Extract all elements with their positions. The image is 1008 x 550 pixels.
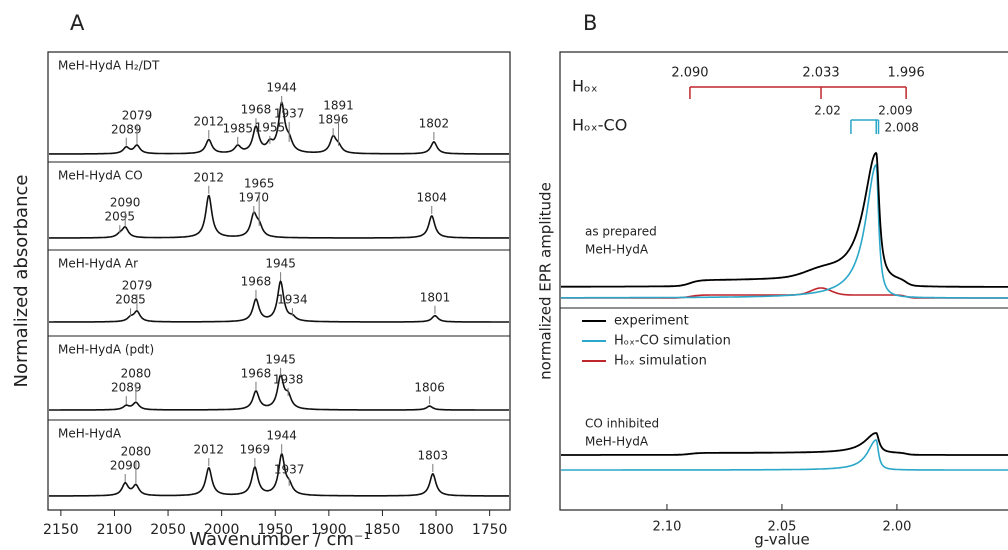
peak-label: 1945	[265, 257, 296, 271]
epr-trace	[561, 287, 1008, 299]
panel-label: A	[70, 11, 85, 35]
peak-label: 1934	[277, 293, 308, 307]
peak-label: 2080	[121, 445, 152, 459]
peak-label: 2089	[111, 381, 142, 395]
peak-label: 1969	[240, 443, 271, 457]
legend-label: experiment	[614, 314, 689, 329]
legend-label: Hₒₓ-CO simulation	[614, 334, 731, 349]
spectrum-trace	[49, 453, 509, 497]
panel-label: B	[583, 11, 597, 35]
x-tick-label: 2100	[97, 522, 133, 538]
epr-trace	[561, 439, 1008, 471]
peak-label: 2012	[194, 115, 225, 129]
peak-label: 1896	[318, 113, 349, 127]
x-tick-label: 1900	[311, 522, 347, 538]
annotation: MeH-HydA	[585, 435, 649, 449]
marker-label: 2.033	[802, 66, 839, 81]
panel-b-frame	[559, 51, 1008, 511]
marker-label: 2.090	[671, 66, 708, 81]
spectrum-name: MeH-HydA H₂/DT	[58, 59, 160, 73]
peak-label: 1944	[266, 81, 297, 95]
spectrum-trace	[49, 101, 509, 155]
annotation: as prepared	[585, 225, 657, 239]
peak-label: 1804	[416, 190, 447, 204]
x-tick-label: 2.10	[652, 520, 681, 535]
peak-label: 2090	[110, 459, 141, 473]
marker-name: Hₒₓ-CO	[572, 116, 627, 135]
peak-label: 1801	[420, 290, 451, 304]
peak-label: 2085	[115, 293, 146, 307]
peak-label: 1965	[244, 176, 275, 190]
spectrum-trace	[49, 280, 509, 323]
x-tick-label: 1800	[418, 522, 454, 538]
panel-a-frame	[47, 51, 511, 511]
x-tick-label: 1850	[365, 522, 401, 538]
peak-label: 2079	[122, 108, 153, 122]
marker-label: 2.008	[885, 121, 919, 135]
x-axis-label: g-value	[754, 531, 810, 549]
x-axis-label: Wavenumber / cm⁻¹	[189, 529, 370, 550]
spectrum-name: MeH-HydA CO	[58, 169, 143, 183]
legend-label: Hₒₓ simulation	[614, 354, 707, 369]
x-tick-label: 2.05	[767, 520, 796, 535]
peak-label: 1968	[241, 103, 272, 117]
peak-label: 1968	[241, 274, 272, 288]
epr-trace	[561, 432, 1008, 456]
marker-label: 1.996	[888, 66, 925, 81]
x-tick-label: 2050	[150, 522, 186, 538]
x-tick-label: 2.00	[882, 520, 911, 535]
x-tick-label: 2000	[204, 522, 240, 538]
peak-label: 1968	[241, 366, 272, 380]
annotation: MeH-HydA	[585, 243, 649, 257]
peak-label: 2012	[194, 170, 225, 184]
x-tick-label: 1950	[257, 522, 293, 538]
peak-label: 2080	[121, 367, 152, 381]
spectrum-name: MeH-HydA	[58, 427, 122, 441]
peak-label: 2012	[194, 443, 225, 457]
peak-label: 1945	[265, 352, 296, 366]
spectrum-trace	[49, 194, 509, 239]
annotation: CO inhibited	[585, 417, 659, 431]
peak-label: 1944	[266, 429, 297, 443]
peak-label: 2089	[111, 122, 142, 136]
x-tick-label: 2150	[43, 522, 79, 538]
y-axis-label: Normalized absorbance	[11, 175, 32, 388]
epr-trace	[561, 151, 1008, 288]
spectrum-name: MeH-HydA (pdt)	[58, 343, 154, 357]
peak-label: 1806	[414, 381, 445, 395]
peak-label: 1970	[239, 190, 270, 204]
marker-label: 2.02	[814, 104, 841, 118]
y-axis-label: normalized EPR amplitude	[537, 182, 555, 380]
spectrum-trace	[49, 374, 509, 411]
marker-name: Hₒₓ	[572, 77, 598, 96]
peak-label: 1938	[273, 373, 304, 387]
peak-label: 2090	[110, 196, 141, 210]
peak-label: 1802	[419, 117, 450, 131]
peak-label: 1955	[255, 120, 286, 134]
marker-label: 2.009	[878, 104, 912, 118]
peak-label: 2095	[105, 210, 136, 224]
peak-label: 1803	[418, 448, 449, 462]
spectrum-name: MeH-HydA Ar	[58, 257, 138, 271]
peak-label: 1891	[323, 99, 354, 113]
peak-label: 1985	[222, 121, 253, 135]
peak-label: 1937	[274, 462, 305, 476]
epr-trace	[561, 163, 1008, 299]
x-tick-label: 1750	[472, 522, 508, 538]
peak-label: 2079	[122, 279, 153, 293]
peak-label: 1937	[274, 106, 305, 120]
